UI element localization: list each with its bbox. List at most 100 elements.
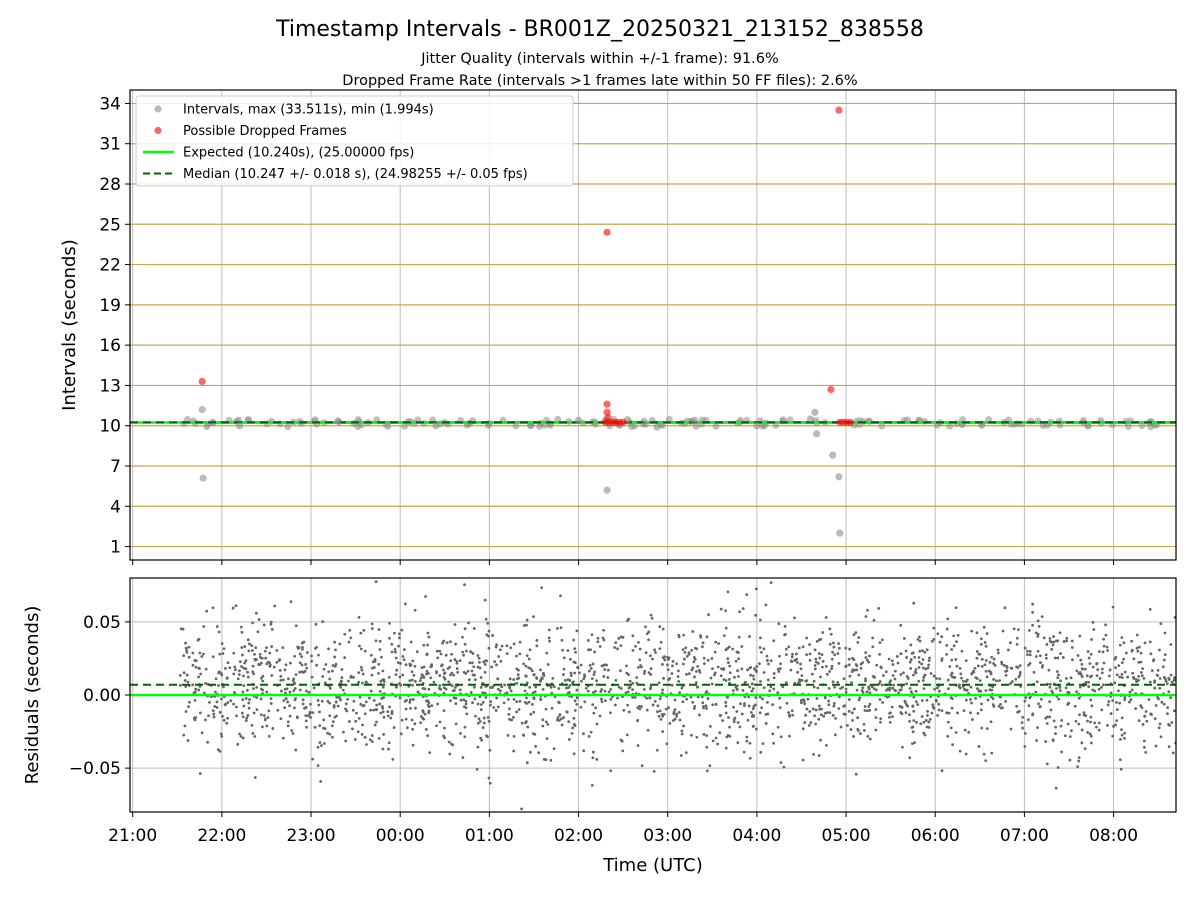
residual-point	[828, 711, 832, 714]
residual-point	[737, 635, 741, 639]
residual-point	[667, 656, 671, 660]
residual-point	[309, 716, 312, 719]
residual-point	[778, 654, 781, 658]
residual-point	[1091, 620, 1095, 624]
residual-point	[495, 696, 499, 700]
residual-point	[534, 685, 538, 689]
residual-point	[508, 686, 512, 690]
residual-point	[1035, 739, 1038, 742]
residual-point	[1010, 680, 1014, 683]
residual-point	[964, 752, 968, 756]
residual-point	[807, 723, 811, 727]
residual-point	[896, 661, 900, 665]
residual-point	[704, 704, 708, 708]
residual-point	[453, 686, 457, 689]
residual-point	[956, 633, 960, 637]
residual-point	[372, 699, 376, 702]
residual-point	[895, 655, 899, 658]
residual-point	[1058, 689, 1062, 692]
residual-point	[184, 646, 188, 650]
residual-point	[483, 663, 487, 666]
residual-point	[566, 649, 570, 652]
residual-point	[1167, 745, 1171, 749]
x-axis-label: Time (UTC)	[602, 855, 703, 876]
residual-point	[493, 660, 497, 663]
residual-point	[682, 633, 686, 637]
residual-point	[778, 706, 782, 710]
residual-point	[572, 680, 575, 684]
residual-point	[864, 615, 868, 618]
residual-point	[898, 704, 902, 708]
residual-point	[882, 674, 885, 677]
residual-point	[898, 688, 902, 692]
residual-point	[899, 711, 903, 714]
residual-point	[855, 664, 859, 668]
residual-point	[784, 681, 788, 685]
residual-point	[279, 717, 283, 721]
residual-point	[547, 636, 551, 640]
residual-point	[864, 677, 867, 681]
residual-point	[909, 643, 913, 647]
residual-point	[545, 737, 549, 741]
residual-point	[358, 644, 361, 648]
residual-point	[370, 666, 374, 670]
residual-point	[964, 698, 968, 702]
residual-point	[222, 685, 225, 689]
residual-point	[298, 688, 302, 692]
residual-point	[642, 687, 646, 691]
residual-point	[636, 718, 640, 722]
residual-point	[724, 746, 728, 750]
residual-point	[1114, 723, 1117, 727]
residual-point	[1028, 650, 1032, 653]
residual-point	[428, 751, 432, 755]
residual-point	[363, 649, 367, 653]
interval-point	[512, 422, 520, 430]
residual-point	[982, 625, 986, 629]
residual-point	[278, 668, 282, 672]
residual-point	[727, 645, 731, 649]
residual-point	[373, 723, 377, 727]
residual-point	[917, 635, 921, 639]
residual-point	[410, 718, 414, 722]
residual-point	[940, 659, 944, 662]
residual-point	[984, 659, 988, 662]
residual-point	[458, 659, 462, 663]
residual-point	[304, 719, 308, 723]
residual-point	[949, 726, 953, 730]
residual-point	[183, 724, 187, 728]
residual-point	[419, 721, 423, 725]
residual-point	[681, 662, 685, 666]
residual-point	[200, 731, 204, 735]
residual-point	[817, 652, 821, 655]
residual-point	[814, 722, 818, 726]
residual-point	[1065, 639, 1068, 643]
residual-point	[318, 710, 321, 714]
residual-point	[658, 647, 662, 651]
residual-point	[705, 745, 709, 749]
residual-point	[930, 640, 934, 643]
residual-point	[626, 690, 630, 694]
residual-point	[525, 623, 528, 627]
residual-point	[1075, 690, 1079, 694]
residual-point	[220, 642, 224, 645]
residual-point	[218, 652, 222, 656]
residual-point	[1040, 665, 1044, 669]
residual-point	[659, 717, 663, 721]
residual-point	[922, 666, 925, 670]
residual-point	[1169, 696, 1173, 700]
residual-point	[453, 623, 457, 626]
residual-point	[377, 736, 381, 740]
residual-point	[593, 670, 596, 674]
residual-point	[516, 673, 520, 677]
residual-point	[890, 659, 894, 663]
chart-subtitle-dropped: Dropped Frame Rate (intervals >1 frames …	[342, 73, 857, 89]
residual-point	[340, 668, 344, 671]
residual-point	[272, 665, 276, 669]
residual-point	[363, 712, 367, 716]
residual-point	[261, 674, 265, 678]
residual-point	[781, 685, 785, 689]
residual-point	[206, 740, 210, 744]
residual-point	[505, 652, 509, 656]
residual-point	[918, 639, 922, 643]
residual-point	[921, 658, 925, 661]
